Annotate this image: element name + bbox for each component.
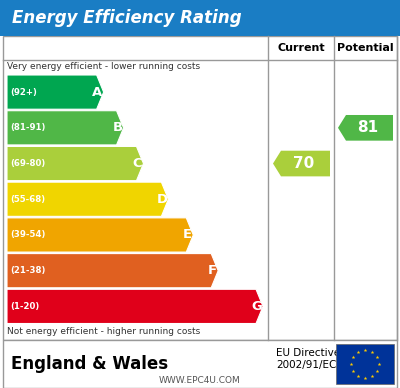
Polygon shape [7,289,263,324]
Text: (92+): (92+) [10,88,37,97]
Bar [3,340,397,388]
Text: D: D [156,193,167,206]
Text: 70: 70 [293,156,314,171]
Polygon shape [7,182,168,217]
Text: C: C [133,157,142,170]
Text: (81-91): (81-91) [10,123,45,132]
Bar [3,36,397,340]
Text: England & Wales: England & Wales [11,355,168,373]
Text: Very energy efficient - lower running costs: Very energy efficient - lower running co… [7,62,200,71]
Text: Energy Efficiency Rating: Energy Efficiency Rating [12,9,242,27]
Text: Current: Current [277,43,325,53]
Text: (55-68): (55-68) [10,195,45,204]
Text: (21-38): (21-38) [10,266,45,275]
Text: (39-54): (39-54) [10,230,45,239]
Text: 81: 81 [357,120,378,135]
Bar [336,344,394,384]
Text: G: G [251,300,262,313]
Text: Not energy efficient - higher running costs: Not energy efficient - higher running co… [7,327,200,336]
Text: B: B [112,121,122,134]
Polygon shape [7,218,193,252]
Polygon shape [273,151,330,177]
Text: 2002/91/EC: 2002/91/EC [276,360,336,370]
Text: F: F [208,264,217,277]
Polygon shape [7,111,124,145]
Bar [0,0,400,36]
Text: E: E [183,229,192,241]
Polygon shape [338,115,393,141]
Polygon shape [7,254,218,288]
Text: (69-80): (69-80) [10,159,45,168]
Text: A: A [92,86,103,99]
Text: Potential: Potential [337,43,394,53]
Polygon shape [7,146,144,181]
Text: (1-20): (1-20) [10,302,39,311]
Text: WWW.EPC4U.COM: WWW.EPC4U.COM [159,376,241,385]
Polygon shape [7,75,104,109]
Text: EU Directive: EU Directive [276,348,340,358]
